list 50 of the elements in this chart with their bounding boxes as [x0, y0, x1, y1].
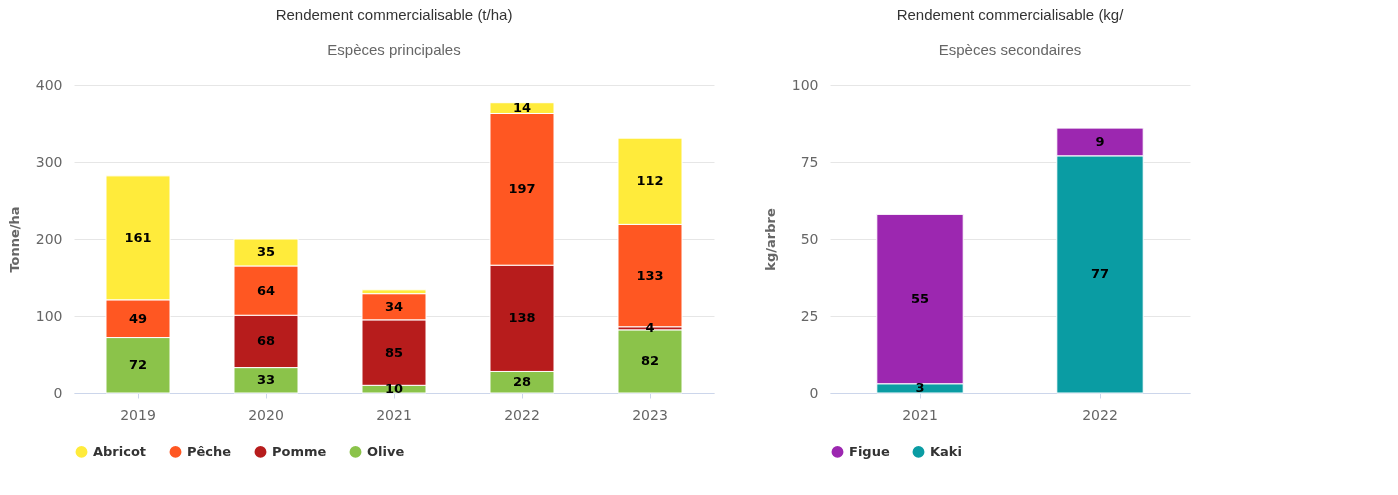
data-label: 85 — [384, 344, 404, 360]
data-label: 9 — [1095, 133, 1105, 149]
y-tick-label: 25 — [800, 307, 819, 324]
x-tick-label: 2019 — [120, 406, 156, 423]
data-label: 64 — [256, 282, 276, 298]
y-tick-label: 100 — [35, 307, 63, 324]
y-tick-label: 75 — [800, 153, 819, 170]
x-tick-label: 2023 — [632, 406, 668, 423]
y-tick-label: 0 — [809, 384, 819, 401]
chart-subtitle: Espèces principales — [327, 41, 461, 58]
x-tick-label: 2021 — [376, 406, 412, 423]
x-tick-label: 2020 — [248, 406, 284, 423]
y-tick-label: 400 — [35, 76, 63, 93]
y-axis-title: Tonne/ha — [6, 206, 22, 273]
chart-title: Rendement commercialisable (t/ha) — [275, 6, 513, 23]
data-label: 33 — [256, 372, 276, 388]
y-tick-label: 200 — [35, 230, 63, 247]
x-tick-label: 2022 — [1082, 406, 1118, 423]
data-label: 197 — [508, 181, 536, 197]
data-label: 82 — [640, 353, 660, 369]
data-label: 77 — [1090, 266, 1110, 282]
x-tick-label: 2021 — [902, 406, 938, 423]
chart-subtitle: Espèces secondaires — [938, 41, 1082, 58]
y-axis-title: kg/arbre — [762, 208, 778, 271]
data-label: 28 — [512, 374, 532, 390]
data-label: 112 — [636, 173, 664, 189]
legend-label: Pomme — [272, 443, 327, 459]
legend-label: Pêche — [187, 443, 232, 459]
data-label: 72 — [128, 357, 148, 373]
data-label: 10 — [384, 381, 404, 397]
legend-label: Abricot — [93, 443, 147, 459]
data-label: 49 — [128, 310, 148, 326]
data-label: 14 — [512, 100, 532, 116]
legend-label: Kaki — [930, 443, 962, 459]
legend-label: Olive — [367, 443, 405, 459]
data-label: 68 — [256, 333, 276, 349]
data-label: 35 — [256, 244, 276, 260]
y-tick-label: 50 — [800, 230, 819, 247]
data-label: 138 — [508, 310, 536, 326]
x-tick-label: 2022 — [504, 406, 540, 423]
y-tick-label: 100 — [791, 76, 819, 93]
data-label: 55 — [910, 291, 930, 307]
chart-title: Rendement commercialisable (kg/ — [896, 6, 1125, 23]
y-tick-label: 0 — [53, 384, 63, 401]
data-label: 34 — [384, 298, 404, 314]
data-label: 133 — [636, 267, 664, 283]
y-tick-label: 300 — [35, 153, 63, 170]
data-label: 161 — [124, 229, 152, 245]
legend-label: Figue — [849, 443, 890, 459]
data-label: 3 — [915, 380, 925, 396]
